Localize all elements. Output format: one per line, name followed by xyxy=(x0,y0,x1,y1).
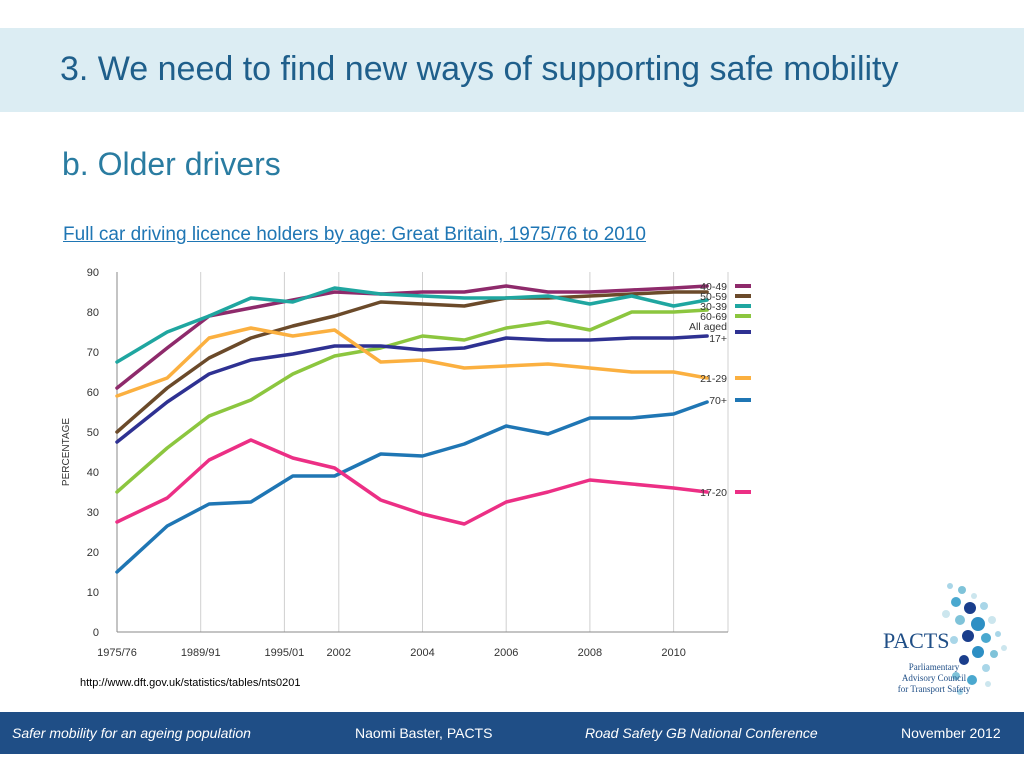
x-tick-label: 2002 xyxy=(327,647,351,659)
source-url[interactable]: http://www.dft.gov.uk/statistics/tables/… xyxy=(80,677,301,689)
series-line xyxy=(115,308,709,494)
y-tick-label: 90 xyxy=(87,267,99,279)
x-tick-label: 2006 xyxy=(494,647,518,659)
x-tick-label: 2004 xyxy=(410,647,434,659)
footer-presenter: Naomi Baster, PACTS xyxy=(355,725,493,741)
legend-label: All aged xyxy=(689,321,727,333)
series-line xyxy=(115,286,709,364)
pacts-logo: PACTS Parliamentary Advisory Council for… xyxy=(883,583,1007,695)
y-tick-label: 60 xyxy=(87,387,99,399)
x-tick-label: 2010 xyxy=(661,647,685,659)
legend-label: 30-39 xyxy=(700,301,727,313)
series-line xyxy=(115,290,709,434)
y-tick-label: 80 xyxy=(87,307,99,319)
series-line xyxy=(115,326,709,398)
series-line xyxy=(115,400,709,574)
x-tick-label: 1995/01 xyxy=(265,647,305,659)
licence-holders-chart: 0 10 20 30 40 50 60 70 80 90 1975/76 1989/91 1995/01… xyxy=(61,267,751,659)
y-tick-label: 30 xyxy=(87,507,99,519)
y-tick-label: 20 xyxy=(87,547,99,559)
footer-date: November 2012 xyxy=(901,725,1001,741)
y-tick-label: 10 xyxy=(87,587,99,599)
x-tick-label: 1989/91 xyxy=(181,647,221,659)
series-line xyxy=(115,284,709,390)
footer-bar: Safer mobility for an ageing population … xyxy=(0,712,1024,754)
series-line xyxy=(115,438,709,526)
logo-line-1: Parliamentary xyxy=(909,662,960,672)
y-axis-label: PERCENTAGE xyxy=(61,418,72,486)
series-line xyxy=(115,334,709,444)
y-tick-label: 70 xyxy=(87,347,99,359)
footer-presentation-title: Safer mobility for an ageing population xyxy=(12,725,251,741)
legend-label: 70+ xyxy=(709,395,727,407)
header-band xyxy=(0,28,1024,112)
y-tick-label: 40 xyxy=(87,467,99,479)
x-tick-label: 1975/76 xyxy=(97,647,137,659)
chart-title-link[interactable]: Full car driving licence holders by age:… xyxy=(63,224,646,245)
slide-title: 3. We need to find new ways of supportin… xyxy=(60,50,899,88)
legend-label: 50-59 xyxy=(700,291,727,303)
legend-label: 21-29 xyxy=(700,373,727,385)
footer-conference: Road Safety GB National Conference xyxy=(585,725,818,741)
y-tick-label: 0 xyxy=(93,627,99,639)
legend-label: 40-49 xyxy=(700,281,727,293)
y-tick-label: 50 xyxy=(87,427,99,439)
dots-icon xyxy=(942,583,1007,695)
legend-label: 17+ xyxy=(709,333,727,345)
slide-subtitle: b. Older drivers xyxy=(62,146,281,182)
logo-line-2: Advisory Council xyxy=(902,673,967,683)
logo-name: PACTS xyxy=(883,628,949,653)
logo-line-3: for Transport Safety xyxy=(898,684,971,694)
x-tick-label: 2008 xyxy=(578,647,602,659)
legend-label: 17-20 xyxy=(700,487,727,499)
legend-label: 60-69 xyxy=(700,311,727,323)
